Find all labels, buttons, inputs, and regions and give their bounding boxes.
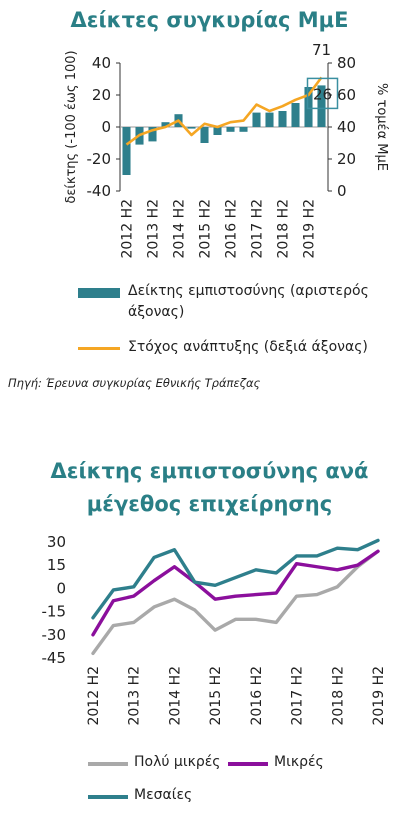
annotation-box [306, 77, 339, 110]
confidence-bar [200, 127, 209, 143]
annotation-target-last: 71 [312, 41, 331, 59]
right-axis-title: % τομέα ΜμΕ [374, 83, 389, 171]
legend-swatch-line [78, 347, 120, 350]
y-tick-label: -45 [42, 649, 67, 667]
x-tick-label: 2015 H2 [198, 199, 214, 259]
confidence-bar [265, 112, 274, 127]
size-confidence-chart: 30 15 0 -15 -30 -45 2012 H2 2013 H2 2014 H2 2015 … [42, 533, 388, 726]
confidence-bar [122, 127, 131, 175]
legend-swatch-bar [78, 288, 120, 298]
x-tick-label: 2018 H2 [330, 666, 346, 726]
x-tick-label: 2017 H2 [250, 199, 266, 259]
x-tick-label: 2016 H2 [249, 666, 265, 726]
confidence-chart: 40 20 0 -20 -40 80 60 40 20 0 δείκτης (-100 έως 10… [64, 41, 389, 259]
x-tick-label: 2012 H2 [86, 666, 102, 726]
x-tick-label: 2018 H2 [276, 199, 292, 259]
y-tick-label: -15 [42, 603, 67, 621]
x-tick-label: 2014 H2 [172, 199, 188, 259]
confidence-bar [278, 111, 287, 127]
legend-label-small: Μικρές [274, 754, 324, 770]
confidence-bar [239, 127, 248, 132]
legend-swatch-medium [88, 795, 128, 799]
right-tick-label: 80 [337, 54, 356, 72]
y-tick-label: 0 [56, 579, 66, 597]
left-tick-label: 40 [92, 54, 111, 72]
x-tick-label: 2016 H2 [224, 199, 240, 259]
series-line-0 [91, 549, 380, 656]
x-tick-label: 2017 H2 [290, 666, 306, 726]
left-tick-label: -40 [87, 182, 112, 200]
x-tick-label: 2014 H2 [167, 666, 183, 726]
confidence-bar [187, 127, 196, 129]
chart1-title: Δείκτες συγκυρίας ΜμΕ [70, 8, 349, 32]
x-tick-label: 2015 H2 [208, 666, 224, 726]
x-tick-label: 2019 H2 [302, 199, 318, 259]
confidence-bar [161, 122, 170, 127]
left-axis-title: δείκτης (-100 έως 100) [64, 50, 79, 203]
legend-label-medium: Μεσαίες [134, 787, 193, 803]
y-tick-label: -30 [42, 626, 67, 644]
x-tick-label: 2013 H2 [127, 666, 143, 726]
left-tick-label: 0 [101, 118, 111, 136]
right-tick-label: 20 [337, 150, 356, 168]
confidence-bar [317, 85, 326, 127]
right-tick-label: 0 [337, 182, 347, 200]
series-line-1 [91, 549, 380, 637]
legend-swatch-small [228, 762, 268, 766]
legend-label-very-small: Πολύ μικρές [134, 754, 221, 770]
confidence-bar [213, 127, 222, 135]
confidence-bar [148, 127, 157, 142]
left-tick-label: 20 [92, 86, 111, 104]
series-line-2 [91, 538, 380, 620]
confidence-bar [226, 127, 235, 132]
y-tick-label: 30 [47, 533, 66, 551]
x-tick-label: 2019 H2 [371, 666, 387, 726]
x-tick-label: 2013 H2 [146, 199, 162, 259]
confidence-bar [252, 112, 261, 127]
source-note: Πηγή: Έρευνα συγκυρίας Εθνικής Τράπεζας [8, 376, 261, 390]
legend-swatch-very-small [88, 762, 128, 766]
confidence-bar [291, 103, 300, 127]
target-line [125, 76, 323, 146]
x-tick-label: 2012 H2 [120, 199, 136, 259]
right-tick-label: 40 [337, 118, 356, 136]
left-tick-label: -20 [87, 150, 112, 168]
annotation-confidence-last: 26 [313, 85, 332, 103]
legend-label-target: Στόχος ανάπτυξης (δεξιά άξονας) [128, 339, 368, 355]
chart2-title: Δείκτης εμπιστοσύνης ανά μέγεθος επιχείρ… [50, 459, 369, 516]
y-tick-label: 15 [47, 556, 66, 574]
legend-label-confidence: Δείκτης εμπιστοσύνης (αριστερός άξονας) [128, 283, 369, 320]
right-tick-label: 60 [337, 86, 356, 104]
confidence-bar [304, 87, 313, 127]
